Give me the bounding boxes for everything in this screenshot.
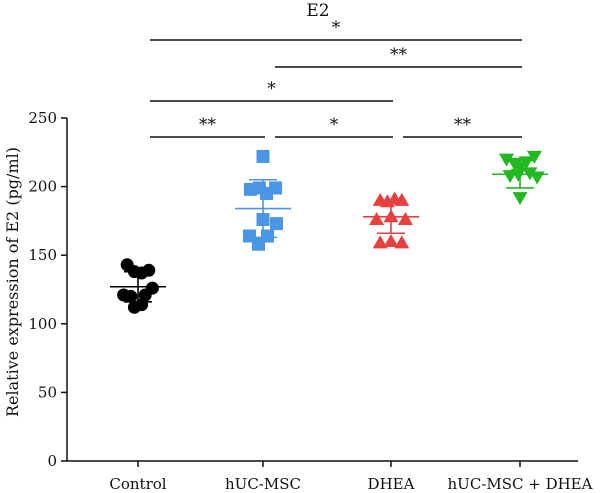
y-tick-label: 0 — [47, 452, 57, 470]
data-point — [124, 289, 138, 303]
data-point — [512, 161, 528, 175]
data-point — [394, 192, 410, 206]
data-point — [383, 233, 399, 247]
significance-brackets: ****** * ** — [150, 18, 522, 138]
y-tick-label: 50 — [38, 383, 57, 401]
data-point — [269, 181, 283, 195]
axes: 0 50 100 150 200 250 Control hUC-MSC DHEA hUC-MSC… — [28, 109, 592, 493]
data-point — [510, 168, 526, 182]
data-point — [369, 212, 385, 226]
data-point — [522, 167, 538, 181]
x-tick-label: DHEA — [368, 475, 415, 493]
x-tick-label: hUC-MSC — [225, 475, 301, 493]
data-points — [117, 149, 545, 314]
significance-label: ** — [454, 115, 472, 135]
data-point — [142, 263, 156, 277]
error-bars — [110, 159, 548, 303]
y-tick-label: 200 — [28, 178, 57, 196]
y-tick-label: 150 — [28, 246, 57, 264]
data-point — [252, 237, 265, 251]
x-tick-label: Control — [109, 475, 166, 493]
data-point — [529, 171, 545, 185]
data-point — [526, 150, 542, 164]
y-tick-label: 100 — [28, 315, 57, 333]
data-point — [256, 213, 270, 227]
data-point — [256, 149, 270, 163]
data-point — [135, 298, 149, 312]
significance-label: * — [267, 79, 276, 99]
data-point — [145, 281, 159, 295]
data-point — [383, 209, 399, 223]
chart-title: E2 — [306, 1, 329, 21]
significance-label: * — [332, 18, 341, 38]
x-tick-label: hUC-MSC + DHEA — [448, 475, 593, 493]
data-point — [512, 192, 528, 206]
data-point — [397, 212, 413, 226]
significance-label: * — [330, 115, 339, 135]
data-point — [394, 235, 410, 249]
y-tick-label: 250 — [28, 109, 57, 127]
data-point — [518, 156, 534, 170]
data-point — [499, 153, 514, 167]
significance-label: ** — [390, 45, 408, 65]
significance-label: ** — [199, 115, 217, 135]
data-point — [270, 217, 283, 231]
y-axis-label: Relative expression of E2 (pg/ml) — [3, 147, 22, 417]
data-point — [372, 235, 388, 249]
